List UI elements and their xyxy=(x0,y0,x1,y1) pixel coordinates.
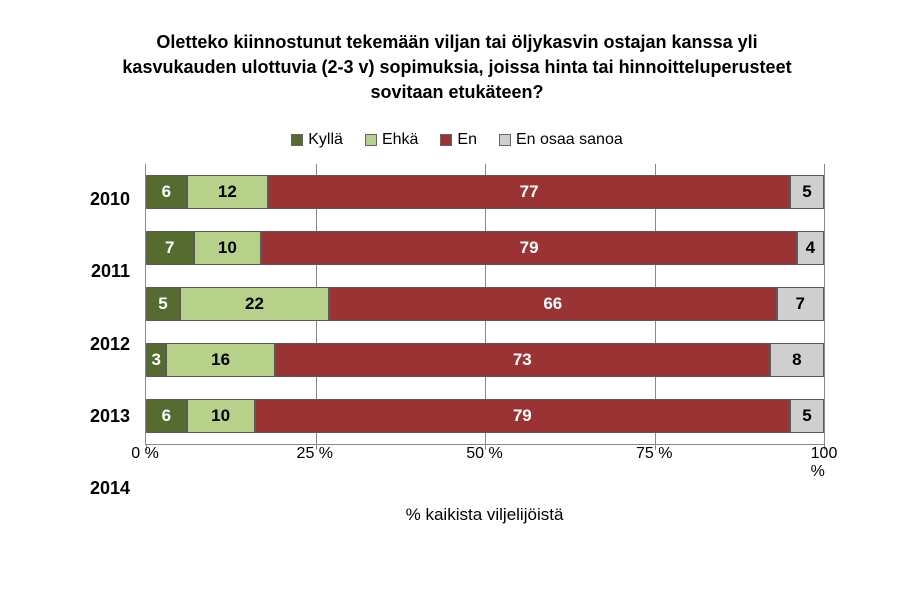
bar-row: 610795 xyxy=(146,388,824,444)
bars-area: 612775710794522667316738610795 xyxy=(145,164,824,445)
bar-segment-eos: 5 xyxy=(790,175,824,209)
bar-segment-kylla: 6 xyxy=(146,175,187,209)
y-label-2010: 2010 xyxy=(90,172,130,228)
x-axis: 0 %25 %50 %75 %100 % xyxy=(145,445,824,470)
legend-swatch-en xyxy=(440,134,452,146)
bar-segment-ehka: 16 xyxy=(166,343,274,377)
bar-segment-eos: 7 xyxy=(777,287,824,321)
bar-segment-ehka: 22 xyxy=(180,287,329,321)
x-tick-label: 0 % xyxy=(131,445,159,463)
y-label-2011: 2011 xyxy=(90,244,130,300)
legend: Kyllä Ehkä En En osaa sanoa xyxy=(60,131,854,149)
bar-segment-ehka: 12 xyxy=(187,175,268,209)
legend-label-en: En xyxy=(457,131,477,149)
bar-segment-kylla: 3 xyxy=(146,343,166,377)
legend-label-kylla: Kyllä xyxy=(308,131,343,149)
y-label-2012: 2012 xyxy=(90,316,130,372)
bar-segment-en: 66 xyxy=(329,287,776,321)
legend-swatch-eos xyxy=(499,134,511,146)
x-tick-label: 100 % xyxy=(811,445,838,481)
y-label-2014: 2014 xyxy=(90,460,130,516)
legend-swatch-kylla xyxy=(291,134,303,146)
plot-area: 2010 2011 2012 2013 2014 612775710794522… xyxy=(90,164,824,525)
chart-container: Oletteko kiinnostunut tekemään viljan ta… xyxy=(0,0,914,605)
grid-line xyxy=(824,164,825,444)
chart-title: Oletteko kiinnostunut tekemään viljan ta… xyxy=(60,30,854,106)
bar-segment-kylla: 6 xyxy=(146,399,187,433)
bar-segment-kylla: 5 xyxy=(146,287,180,321)
bar-row: 316738 xyxy=(146,332,824,388)
bars-wrap: 612775710794522667316738610795 0 %25 %50… xyxy=(145,164,824,525)
bar: 610795 xyxy=(146,399,824,433)
legend-swatch-ehka xyxy=(365,134,377,146)
bar-segment-ehka: 10 xyxy=(187,399,255,433)
bar-segment-eos: 8 xyxy=(770,343,824,377)
bar-segment-kylla: 7 xyxy=(146,231,193,265)
bar: 612775 xyxy=(146,175,824,209)
bar-row: 612775 xyxy=(146,164,824,220)
legend-item-eos: En osaa sanoa xyxy=(499,131,623,149)
bar: 710794 xyxy=(146,231,824,265)
bar-segment-eos: 4 xyxy=(797,231,824,265)
bar-segment-en: 79 xyxy=(261,231,797,265)
legend-item-kylla: Kyllä xyxy=(291,131,343,149)
bar: 522667 xyxy=(146,287,824,321)
x-tick-label: 50 % xyxy=(466,445,502,463)
bar-row: 710794 xyxy=(146,220,824,276)
legend-label-ehka: Ehkä xyxy=(382,131,418,149)
x-axis-title: % kaikista viljelijöistä xyxy=(145,505,824,525)
bar-segment-eos: 5 xyxy=(790,399,824,433)
legend-item-ehka: Ehkä xyxy=(365,131,418,149)
bar-segment-ehka: 10 xyxy=(194,231,262,265)
bar-segment-en: 77 xyxy=(268,175,790,209)
bar-row: 522667 xyxy=(146,276,824,332)
y-axis-labels: 2010 2011 2012 2013 2014 xyxy=(90,164,145,525)
x-tick-label: 75 % xyxy=(636,445,672,463)
legend-label-eos: En osaa sanoa xyxy=(516,131,623,149)
bar-segment-en: 73 xyxy=(275,343,770,377)
legend-item-en: En xyxy=(440,131,477,149)
y-label-2013: 2013 xyxy=(90,388,130,444)
bar: 316738 xyxy=(146,343,824,377)
bar-segment-en: 79 xyxy=(255,399,791,433)
x-tick-label: 25 % xyxy=(297,445,333,463)
